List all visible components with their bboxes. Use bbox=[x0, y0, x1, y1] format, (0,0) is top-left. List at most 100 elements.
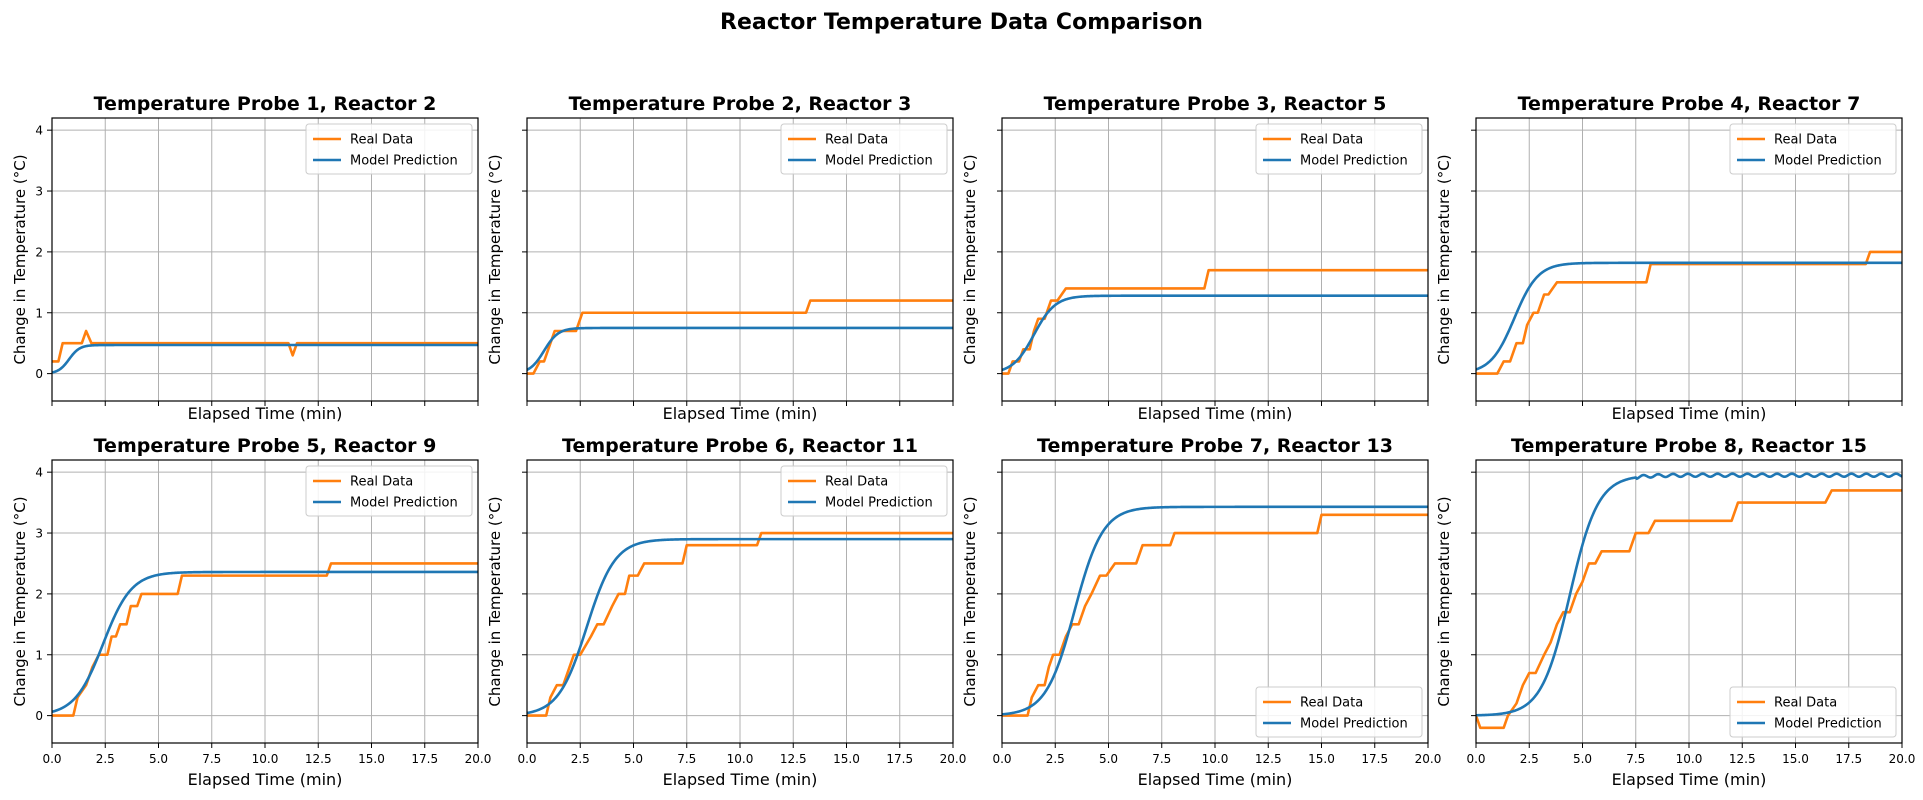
x-tick-label: 15.0 bbox=[358, 752, 385, 766]
x-axis-label: Elapsed Time (min) bbox=[1138, 404, 1293, 423]
plot-frame bbox=[51, 117, 479, 402]
y-tick-label: 1 bbox=[35, 648, 43, 662]
legend-box bbox=[780, 123, 948, 175]
plot-frame bbox=[526, 459, 954, 744]
legend-box bbox=[1255, 686, 1423, 738]
legend: Real Data Model Prediction bbox=[305, 465, 473, 517]
subplot-title: Temperature Probe 6, Reactor 11 bbox=[562, 435, 918, 457]
legend-label: Model Prediction bbox=[1300, 154, 1408, 169]
x-tick-label: 2.5 bbox=[1520, 752, 1539, 766]
x-tick-label: 2.5 bbox=[1046, 752, 1065, 766]
legend-box bbox=[305, 123, 473, 175]
subplot-title: Temperature Probe 2, Reactor 3 bbox=[569, 93, 912, 115]
model-prediction-line bbox=[1002, 505, 1428, 716]
legend-box bbox=[1729, 123, 1897, 175]
x-axis-label: Elapsed Time (min) bbox=[663, 404, 818, 423]
subplot-title: Temperature Probe 8, Reactor 15 bbox=[1511, 435, 1867, 457]
x-tick-label: 2.5 bbox=[571, 752, 590, 766]
x-axis-label: Elapsed Time (min) bbox=[188, 404, 343, 423]
y-tick-label: 3 bbox=[35, 527, 43, 541]
model-prediction-line bbox=[1002, 294, 1428, 372]
y-tick-label: 1 bbox=[35, 306, 43, 320]
plot-frame bbox=[1475, 117, 1903, 402]
legend: Real Data Model Prediction bbox=[1255, 123, 1423, 175]
x-tick-label: 0.0 bbox=[42, 752, 61, 766]
x-axis-label: Elapsed Time (min) bbox=[1138, 770, 1293, 789]
subplot-title: Temperature Probe 5, Reactor 9 bbox=[94, 435, 437, 457]
y-tick-label: 0 bbox=[35, 709, 43, 723]
legend-label: Real Data bbox=[1774, 696, 1837, 711]
x-tick-label: 20.0 bbox=[940, 752, 967, 766]
x-tick-label: 5.0 bbox=[1099, 752, 1118, 766]
y-axis-label: Change in Temperature (°C) bbox=[11, 496, 29, 706]
legend: Real Data Model Prediction bbox=[1729, 686, 1897, 738]
model-prediction-line bbox=[1476, 472, 1902, 717]
x-tick-label: 0.0 bbox=[992, 752, 1011, 766]
x-tick-label: 10.0 bbox=[1202, 752, 1229, 766]
y-axis-label: Change in Temperature (°C) bbox=[1435, 496, 1453, 706]
subplot-7: 0.0 2.5 5.0 7.5 10.0 12.5 15.0 17.5 20.0 Temperat… bbox=[961, 435, 1441, 789]
x-tick-label: 10.0 bbox=[252, 752, 279, 766]
x-tick-label: 0.0 bbox=[517, 752, 536, 766]
subplot-5: 0.0 2.5 5.0 7.5 10.0 12.5 15.0 17.5 20.0 0 1 2 3 4 Tem… bbox=[11, 435, 491, 789]
real-data-line bbox=[1476, 489, 1902, 730]
real-data-line bbox=[52, 329, 478, 363]
legend-label: Model Prediction bbox=[1774, 154, 1882, 169]
subplot-2: Temperature Probe 2, Reactor 3 Elapsed Ti… bbox=[486, 93, 954, 423]
legend: Real Data Model Prediction bbox=[1729, 123, 1897, 175]
x-tick-label: 17.5 bbox=[1361, 752, 1388, 766]
x-tick-label: 12.5 bbox=[780, 752, 807, 766]
x-tick-label: 17.5 bbox=[1835, 752, 1862, 766]
y-tick-label: 2 bbox=[35, 245, 43, 259]
x-tick-label: 2.5 bbox=[96, 752, 115, 766]
x-tick-label: 5.0 bbox=[149, 752, 168, 766]
legend: Real Data Model Prediction bbox=[780, 465, 948, 517]
y-axis-label: Change in Temperature (°C) bbox=[961, 496, 979, 706]
x-tick-label: 10.0 bbox=[1676, 752, 1703, 766]
x-tick-label: 7.5 bbox=[1152, 752, 1171, 766]
legend-label: Model Prediction bbox=[350, 496, 458, 511]
legend-box bbox=[1729, 686, 1897, 738]
x-tick-label: 15.0 bbox=[1782, 752, 1809, 766]
x-tick-label: 12.5 bbox=[1255, 752, 1282, 766]
x-tick-label: 10.0 bbox=[727, 752, 754, 766]
x-tick-label: 20.0 bbox=[1889, 752, 1916, 766]
x-tick-label: 7.5 bbox=[677, 752, 696, 766]
subplot-6: 0.0 2.5 5.0 7.5 10.0 12.5 15.0 17.5 20.0 Temperat… bbox=[486, 435, 966, 789]
legend-label: Real Data bbox=[825, 475, 888, 490]
x-axis-label: Elapsed Time (min) bbox=[1612, 770, 1767, 789]
y-tick-label: 3 bbox=[35, 185, 43, 199]
legend-label: Model Prediction bbox=[825, 496, 933, 511]
y-axis-label: Change in Temperature (°C) bbox=[961, 154, 979, 364]
x-tick-label: 7.5 bbox=[202, 752, 221, 766]
plot-frame bbox=[1475, 459, 1903, 744]
subplot-title: Temperature Probe 7, Reactor 13 bbox=[1037, 435, 1393, 457]
x-axis-label: Elapsed Time (min) bbox=[188, 770, 343, 789]
plot-frame bbox=[526, 117, 954, 402]
subplot-title: Temperature Probe 1, Reactor 2 bbox=[94, 93, 437, 115]
x-tick-label: 15.0 bbox=[833, 752, 860, 766]
subplot-title: Temperature Probe 3, Reactor 5 bbox=[1044, 93, 1387, 115]
legend-label: Model Prediction bbox=[350, 154, 458, 169]
y-axis-label: Change in Temperature (°C) bbox=[11, 154, 29, 364]
legend-box bbox=[305, 465, 473, 517]
legend: Real Data Model Prediction bbox=[305, 123, 473, 175]
plot-frame bbox=[1001, 459, 1429, 744]
x-tick-label: 12.5 bbox=[305, 752, 332, 766]
y-axis-label: Change in Temperature (°C) bbox=[486, 496, 504, 706]
legend: Real Data Model Prediction bbox=[1255, 686, 1423, 738]
x-axis-label: Elapsed Time (min) bbox=[1612, 404, 1767, 423]
subplot-8: 0.0 2.5 5.0 7.5 10.0 12.5 15.0 17.5 20.0 Temperat… bbox=[1435, 435, 1915, 789]
plot-frame bbox=[1001, 117, 1429, 402]
x-axis-label: Elapsed Time (min) bbox=[663, 770, 818, 789]
x-tick-label: 5.0 bbox=[624, 752, 643, 766]
y-tick-label: 0 bbox=[35, 367, 43, 381]
model-prediction-line bbox=[52, 343, 478, 374]
legend-box bbox=[1255, 123, 1423, 175]
subplot-3: Temperature Probe 3, Reactor 5 Elapsed Ti… bbox=[961, 93, 1429, 423]
figure-title: Reactor Temperature Data Comparison bbox=[720, 10, 1203, 35]
real-data-line bbox=[527, 531, 953, 717]
subplot-1: 0 1 2 3 4 Temperature Probe 1, Reactor 2 Elaps… bbox=[11, 93, 479, 423]
x-tick-label: 20.0 bbox=[1415, 752, 1442, 766]
y-tick-label: 4 bbox=[35, 124, 43, 138]
